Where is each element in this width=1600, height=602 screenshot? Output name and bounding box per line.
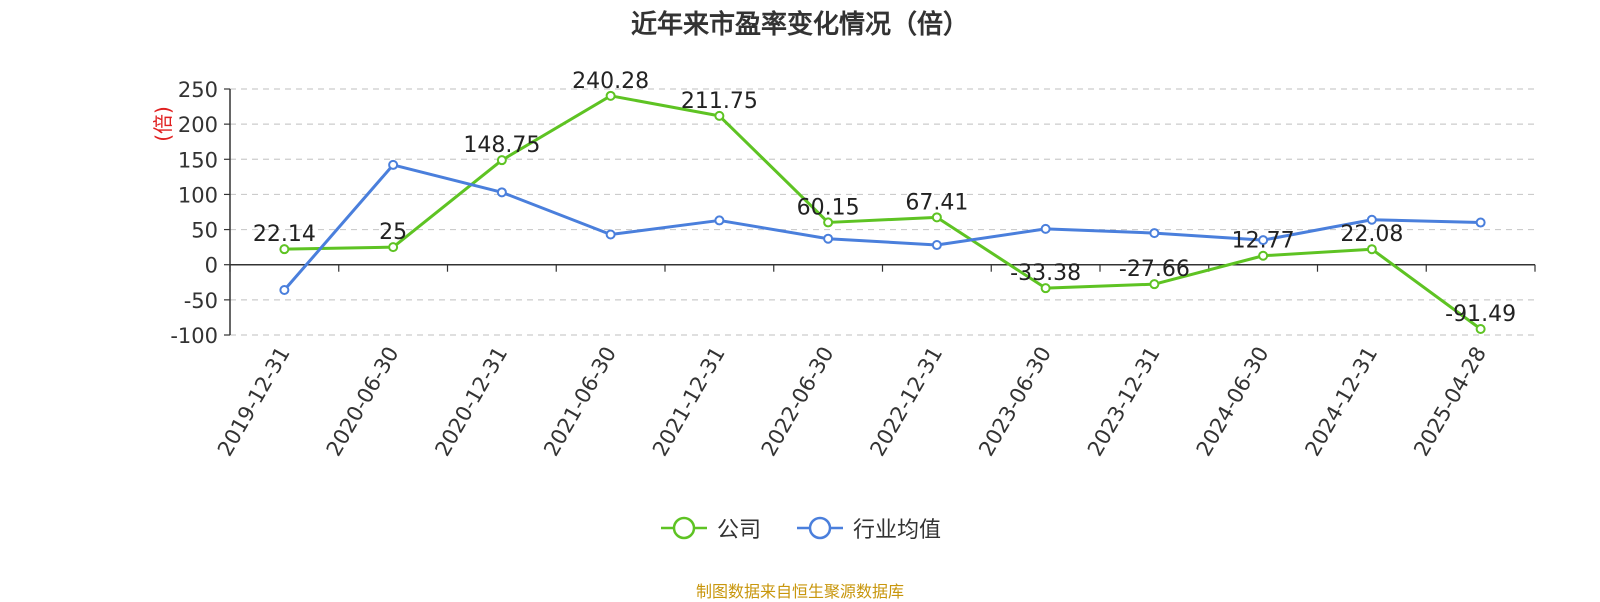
legend-label: 行业均值 [853, 518, 942, 543]
data-point[interactable] [1149, 279, 1160, 290]
data-point[interactable] [1475, 217, 1486, 228]
x-tick-label: 2024-12-31 [1300, 343, 1382, 461]
data-label: 211.75 [681, 89, 758, 114]
data-label: 22.08 [1340, 222, 1403, 247]
legend-item[interactable]: 公司 [659, 512, 761, 544]
y-tick-label: 250 [178, 78, 218, 102]
x-tick-label: 2022-12-31 [865, 343, 947, 461]
series-lines [279, 90, 1486, 335]
data-labels: 22.14 25 148.75 240.28 211.75 60.15 67.41 -33.3… [253, 69, 1516, 327]
data-point[interactable] [1149, 228, 1160, 239]
chart-title: 近年来市盈率变化情况（倍） [630, 10, 969, 40]
data-point[interactable] [1475, 324, 1486, 335]
data-label: -33.38 [1010, 261, 1081, 286]
data-point[interactable] [1366, 244, 1377, 255]
y-tick-label: 150 [178, 148, 218, 172]
data-label: -27.66 [1119, 257, 1190, 282]
data-point[interactable] [388, 242, 399, 253]
data-point[interactable] [496, 187, 507, 198]
data-label: -91.49 [1445, 302, 1516, 327]
data-point[interactable] [714, 215, 725, 226]
y-tick-label: -100 [170, 324, 218, 348]
data-label: 12.77 [1232, 229, 1295, 254]
data-point[interactable] [605, 229, 616, 240]
legend-item[interactable]: 行业均值 [795, 512, 941, 544]
x-tick-label: 2025-04-28 [1409, 343, 1491, 461]
grid-lines [230, 88, 1535, 336]
data-label: 22.14 [253, 222, 316, 247]
legend-symbol [660, 516, 707, 540]
y-tick-label: 200 [178, 113, 218, 137]
data-point[interactable] [823, 217, 834, 228]
data-point[interactable] [1040, 223, 1051, 234]
data-point[interactable] [1258, 250, 1269, 261]
data-point[interactable] [279, 285, 290, 296]
source-note: 制图数据来自恒生聚源数据库 [695, 582, 904, 601]
x-tick-label: 2020-06-30 [322, 343, 404, 461]
data-label: 25 [379, 220, 407, 245]
data-label: 67.41 [905, 190, 968, 215]
legend-symbol [797, 516, 843, 540]
data-label: 148.75 [463, 133, 540, 158]
legend: 公司 行业均值 [0, 512, 1600, 544]
x-tick-label: 2023-06-30 [974, 343, 1056, 461]
y-axis-label: (倍) [151, 106, 175, 142]
series-line [283, 163, 1481, 292]
y-tick-label: -50 [184, 289, 218, 313]
x-tick-label: 2019-12-31 [213, 343, 295, 461]
y-tick-label: 0 [205, 254, 218, 278]
data-point[interactable] [714, 110, 725, 121]
data-point[interactable] [931, 240, 942, 251]
x-tick-label: 2024-06-30 [1192, 343, 1274, 461]
data-label: 60.15 [797, 195, 860, 220]
data-point[interactable] [388, 159, 399, 170]
data-point[interactable] [823, 233, 834, 244]
legend-label: 公司 [716, 518, 761, 543]
data-point[interactable] [1040, 283, 1051, 294]
data-label: 240.28 [572, 69, 649, 94]
x-tick-label: 2021-12-31 [648, 343, 730, 461]
x-tick-label: 2023-12-31 [1083, 343, 1165, 461]
y-tick-label: 100 [178, 183, 218, 207]
series-line [284, 94, 1482, 331]
data-point[interactable] [1366, 214, 1377, 225]
x-tick-label: 2021-06-30 [539, 343, 621, 461]
data-point[interactable] [605, 90, 616, 101]
data-point[interactable] [496, 155, 507, 166]
x-tick-label: 2022-06-30 [757, 343, 839, 461]
y-tick-label: 50 [191, 219, 218, 243]
x-tick-label: 2020-12-31 [430, 343, 512, 461]
data-point[interactable] [1258, 235, 1269, 246]
data-point[interactable] [931, 212, 942, 223]
data-point[interactable] [279, 244, 290, 255]
